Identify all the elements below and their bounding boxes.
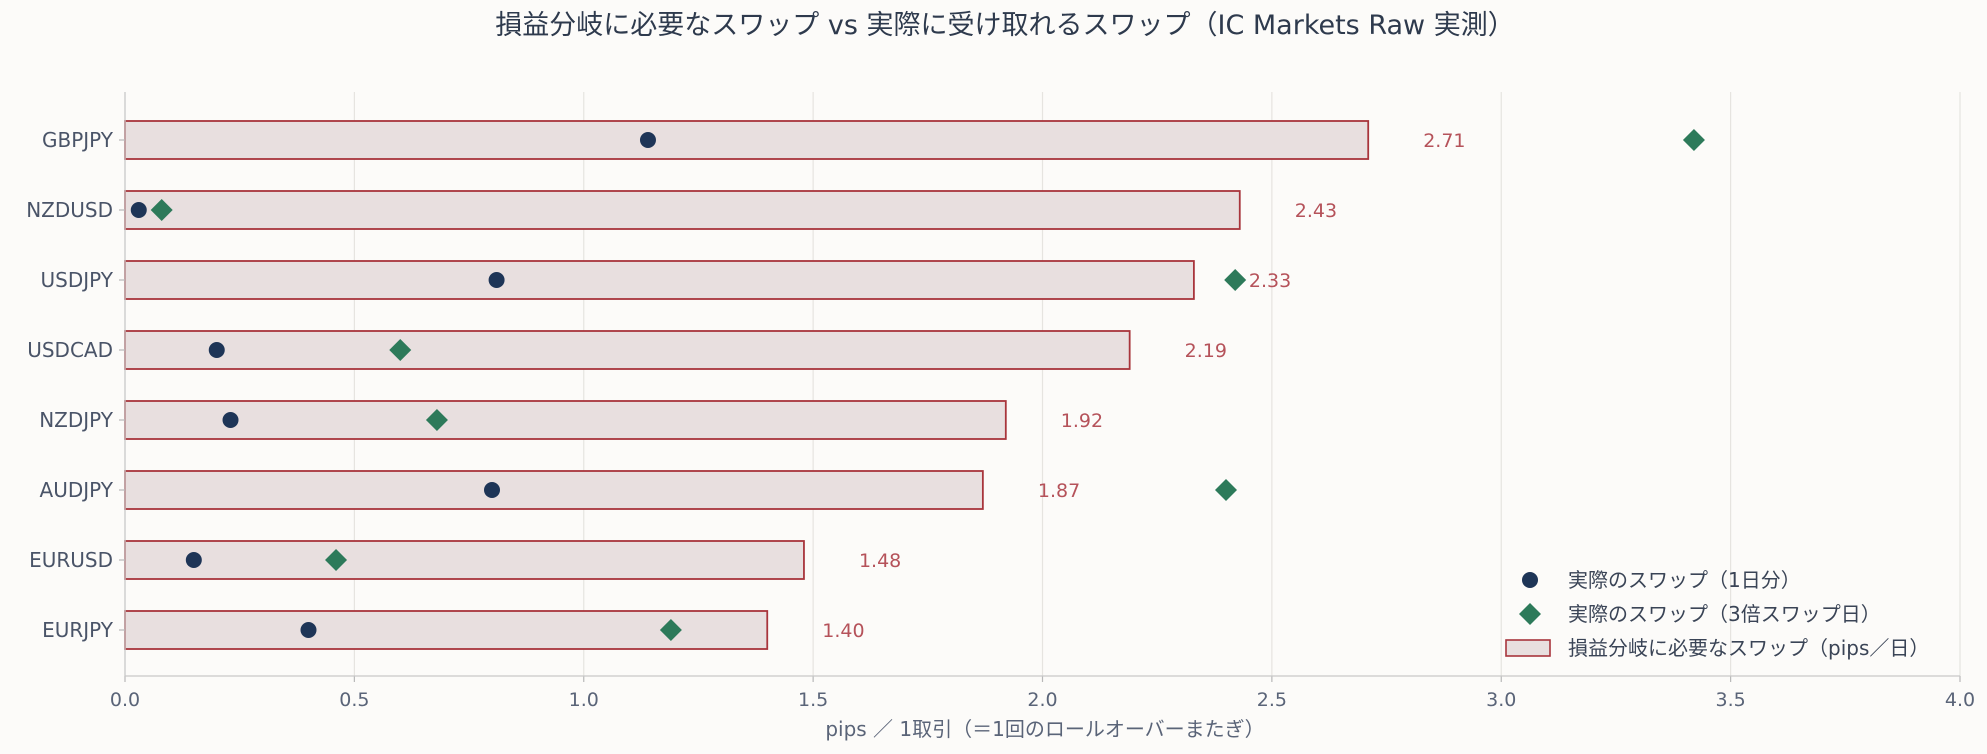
point-triple-swap — [325, 549, 348, 571]
category-label: NZDUSD — [26, 198, 113, 222]
point-daily-swap — [130, 202, 147, 218]
x-tick-label: 2.0 — [1027, 689, 1057, 711]
category-label: EURUSD — [29, 548, 113, 572]
x-tick-label: 3.5 — [1716, 689, 1746, 711]
point-daily-swap — [484, 482, 500, 498]
bar-value-label: 1.87 — [1038, 480, 1080, 502]
x-tick-label: 3.0 — [1486, 689, 1516, 711]
bar — [124, 120, 1370, 160]
point-triple-swap — [1224, 269, 1247, 291]
bar-value-label: 1.48 — [859, 550, 901, 572]
value-label-layer: 2.71 2.43 2.33 2.19 1.92 1.87 1.48 1.40 — [822, 130, 1465, 642]
point-layer — [130, 129, 1705, 641]
bar — [124, 470, 984, 510]
legend-label: 実際のスワップ（3倍スワップ日） — [1568, 602, 1881, 626]
point-triple-swap — [1682, 129, 1705, 151]
point-daily-swap — [300, 622, 317, 638]
point-triple-swap — [1215, 479, 1237, 501]
bar — [124, 540, 805, 580]
bar — [124, 330, 1131, 370]
bar-value-label: 2.43 — [1295, 200, 1337, 222]
point-daily-swap — [639, 132, 656, 148]
legend-marker-bar — [1505, 639, 1551, 657]
category-label: USDCAD — [27, 338, 113, 362]
axes — [119, 92, 1961, 682]
x-axis-label: pips ／ 1取引（＝1回のロールオーバーまたぎ） — [825, 717, 1264, 741]
bar-layer — [124, 120, 1370, 650]
legend-marker-circle — [1522, 572, 1538, 588]
point-daily-swap — [222, 412, 239, 428]
x-tick-label: 0.0 — [110, 689, 140, 711]
bar-value-label: 1.92 — [1061, 410, 1103, 432]
x-tick-label: 1.0 — [569, 689, 599, 711]
point-daily-swap — [488, 272, 505, 288]
legend-marker-diamond — [1519, 603, 1541, 625]
bar-value-label: 2.71 — [1423, 130, 1465, 152]
category-label: USDJPY — [41, 268, 114, 292]
legend-label: 損益分岐に必要なスワップ（pips／日） — [1568, 636, 1929, 660]
category-label: AUDJPY — [40, 478, 114, 502]
point-triple-swap — [389, 339, 412, 361]
point-triple-swap — [150, 199, 173, 221]
category-label: EURJPY — [42, 618, 114, 642]
x-tick-label: 4.0 — [1945, 689, 1975, 711]
point-triple-swap — [425, 409, 448, 431]
category-label: GBPJPY — [42, 128, 114, 152]
bar-value-label: 2.19 — [1185, 340, 1227, 362]
point-triple-swap — [659, 619, 682, 641]
bar — [124, 400, 1007, 440]
bar-value-label: 1.40 — [822, 620, 864, 642]
x-tick-labels: 0.0 0.5 1.0 1.5 2.0 2.5 3.0 3.5 4.0 — [110, 689, 1975, 711]
x-tick-label: 1.5 — [798, 689, 828, 711]
point-daily-swap — [185, 552, 202, 568]
category-label: NZDJPY — [39, 408, 114, 432]
legend: 実際のスワップ（1日分） 実際のスワップ（3倍スワップ日） 損益分岐に必要なスワップ… — [1505, 568, 1929, 660]
bar — [124, 260, 1195, 300]
grid-lines — [353, 92, 1961, 676]
chart-title: 損益分岐に必要なスワップ vs 実際に受け取れるスワップ（IC Markets … — [495, 10, 1514, 41]
point-daily-swap — [208, 342, 225, 358]
bar-value-label: 2.33 — [1249, 270, 1291, 292]
x-tick-label: 0.5 — [339, 689, 369, 711]
x-tick-label: 2.5 — [1257, 689, 1287, 711]
category-labels: GBPJPY NZDUSD USDJPY USDCAD NZDJPY AUDJPY EURU… — [26, 128, 114, 642]
bar — [124, 190, 1241, 230]
legend-label: 実際のスワップ（1日分） — [1568, 568, 1801, 592]
